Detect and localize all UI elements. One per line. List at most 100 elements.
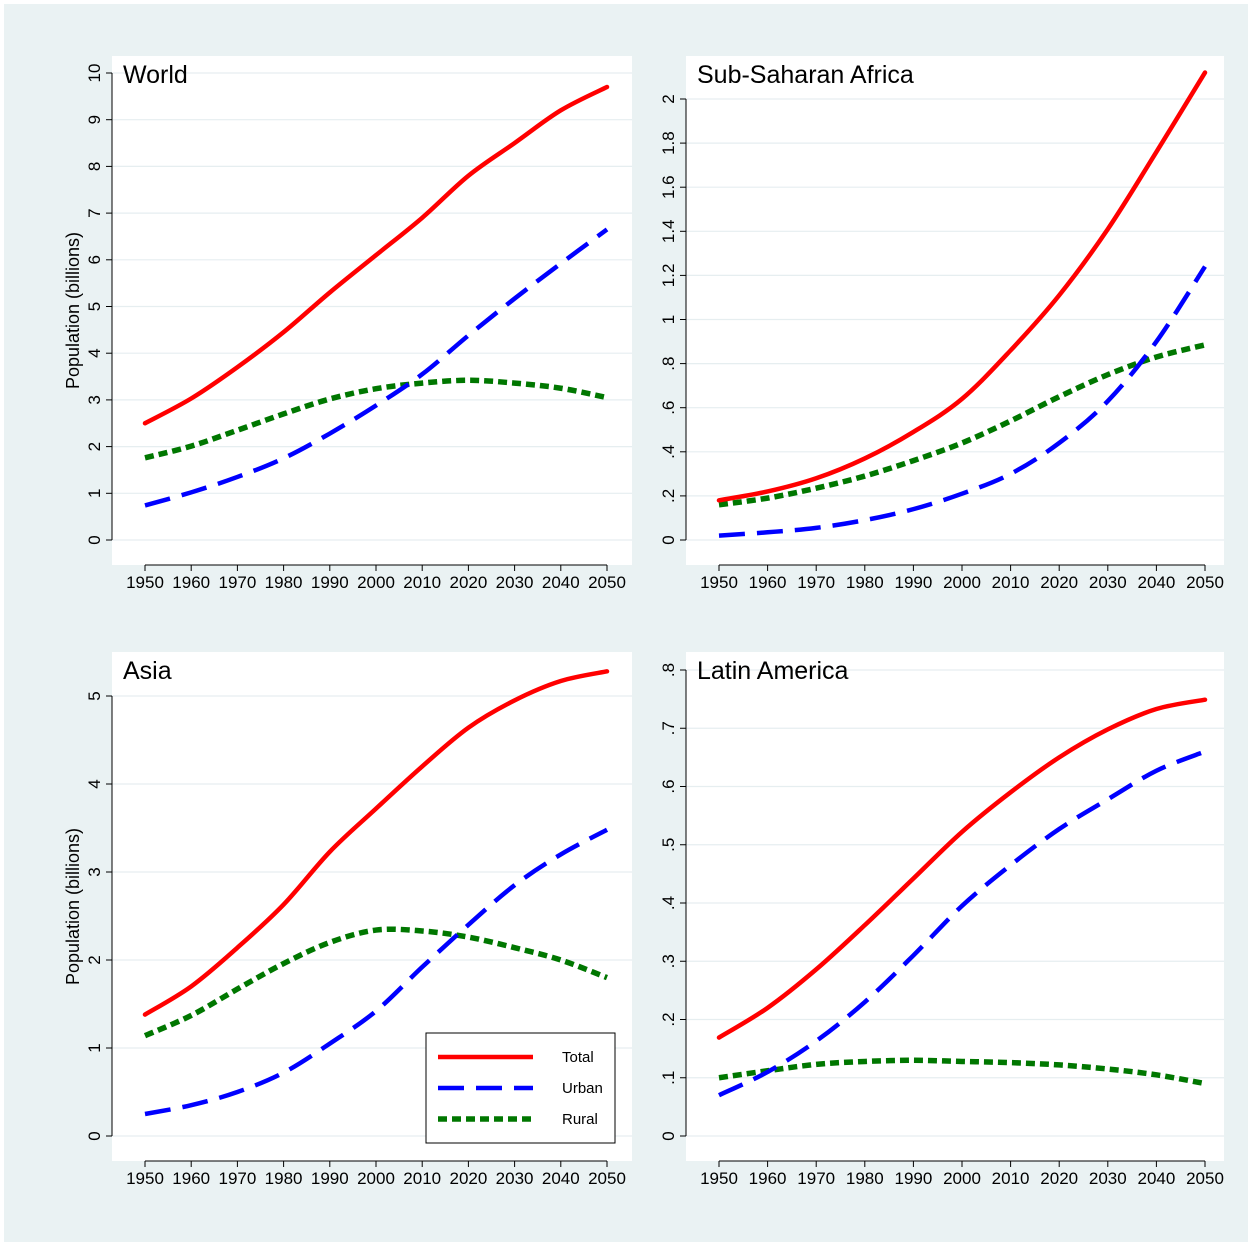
- y-tick-label: 3: [85, 395, 104, 404]
- plot-area: [686, 652, 1224, 1161]
- series-line-rural: [143, 926, 608, 1039]
- x-tick-label: 2020: [449, 573, 487, 592]
- plot-area: [112, 56, 632, 565]
- series-line-urban: [144, 827, 609, 1117]
- x-tick-label: 1960: [749, 1169, 787, 1188]
- series-line-urban: [718, 265, 1207, 538]
- y-tick-label: 0: [85, 535, 104, 544]
- y-tick-label: 5: [85, 691, 104, 700]
- panel-title: Latin America: [697, 657, 849, 685]
- y-tick-label: 2: [85, 955, 104, 964]
- x-tick-label: 1950: [700, 573, 738, 592]
- y-tick-label: .6: [659, 401, 678, 415]
- x-tick-label: 1980: [846, 1169, 884, 1188]
- y-tick-label: 4: [85, 779, 104, 788]
- y-tick-label: .3: [659, 954, 678, 968]
- series-line-total: [716, 70, 1208, 503]
- y-tick-label: .4: [659, 896, 678, 910]
- series-line-total: [142, 669, 610, 1017]
- y-tick-label: 5: [85, 302, 104, 311]
- y-tick-label: .8: [659, 663, 678, 677]
- figure-background: 0 1 2 3 4 5 6 7 8 9 10 1950 1960 1970 1980 1990 2000 2010…: [4, 4, 1248, 1242]
- series-line-rural: [144, 377, 608, 461]
- y-tick-label: 1: [85, 1043, 104, 1052]
- y-tick-label: 1: [659, 315, 678, 324]
- y-tick-label: 9: [85, 115, 104, 124]
- x-tick-label: 2040: [1137, 1169, 1175, 1188]
- x-tick-label: 1990: [311, 1169, 349, 1188]
- y-tick-label: .4: [659, 445, 678, 459]
- x-tick-label: 2050: [588, 1169, 626, 1188]
- y-axis-title: Population (billions): [63, 232, 83, 389]
- y-tick-label: .5: [659, 838, 678, 852]
- x-tick-label: 1950: [126, 573, 164, 592]
- x-tick-label: 2030: [1089, 1169, 1127, 1188]
- series-line-rural: [718, 1057, 1206, 1087]
- y-tick-label: .6: [659, 779, 678, 793]
- y-tick-label: 3: [85, 867, 104, 876]
- x-tick-label: 1980: [265, 573, 303, 592]
- legend-label-total: Total: [562, 1049, 594, 1066]
- x-tick-label: 2050: [1186, 573, 1224, 592]
- legend: Total Urban Rural: [425, 1032, 616, 1144]
- x-tick-label: 1960: [172, 1169, 210, 1188]
- x-tick-label: 2030: [1089, 573, 1127, 592]
- panel-title: World: [123, 61, 188, 89]
- y-tick-label: .8: [659, 357, 678, 371]
- x-tick-label: 2000: [357, 1169, 395, 1188]
- y-tick-label: .2: [659, 1012, 678, 1026]
- y-tick-label: 0: [659, 1131, 678, 1140]
- x-tick-label: 1980: [846, 573, 884, 592]
- x-tick-label: 2050: [588, 573, 626, 592]
- x-tick-label: 1990: [311, 573, 349, 592]
- x-tick-label: 2020: [449, 1169, 487, 1188]
- x-tick-label: 1950: [700, 1169, 738, 1188]
- series-line-urban: [718, 749, 1206, 1098]
- x-tick-label: 1970: [797, 1169, 835, 1188]
- series-line-total: [142, 84, 610, 426]
- y-tick-label: 4: [85, 348, 104, 357]
- x-tick-label: 1960: [749, 573, 787, 592]
- y-tick-label: 0: [85, 1131, 104, 1140]
- series-line-urban: [144, 227, 609, 508]
- plot-area: [686, 56, 1224, 565]
- y-tick-label: 1.8: [659, 131, 678, 155]
- chart-panel-2: 0 .2 .4 .6 .8 1 1.2 1.4 1.6 1.8 2 1950 1960 1970 1980 1…: [659, 56, 1224, 592]
- series-line-rural: [718, 342, 1206, 508]
- legend-label-rural: Rural: [562, 1111, 598, 1128]
- x-tick-label: 2020: [1040, 573, 1078, 592]
- x-tick-label: 2040: [542, 1169, 580, 1188]
- x-tick-label: 1990: [894, 573, 932, 592]
- chart-panel-1: 0 1 2 3 4 5 6 7 8 9 10 1950 1960 1970 1980 1990 2000 2010…: [63, 56, 632, 592]
- x-tick-label: 2020: [1040, 1169, 1078, 1188]
- y-tick-label: 0: [659, 535, 678, 544]
- x-tick-label: 2030: [496, 1169, 534, 1188]
- y-axis-title: Population (billions): [63, 828, 83, 985]
- y-tick-label: 10: [85, 64, 104, 83]
- y-tick-label: 7: [85, 208, 104, 217]
- x-tick-label: 2010: [403, 1169, 441, 1188]
- y-tick-label: .1: [659, 1071, 678, 1085]
- y-tick-label: .7: [659, 721, 678, 735]
- x-tick-label: 2010: [403, 573, 441, 592]
- y-tick-label: 6: [85, 255, 104, 264]
- y-tick-label: 8: [85, 162, 104, 171]
- x-tick-label: 1980: [265, 1169, 303, 1188]
- panel-title: Asia: [123, 657, 172, 685]
- x-tick-label: 1970: [218, 1169, 256, 1188]
- series-line-total: [716, 697, 1208, 1040]
- y-tick-label: 2: [659, 94, 678, 103]
- x-tick-label: 2000: [943, 1169, 981, 1188]
- y-tick-label: 1: [85, 489, 104, 498]
- x-tick-label: 2000: [943, 573, 981, 592]
- y-tick-label: 1.2: [659, 264, 678, 288]
- x-tick-label: 1990: [894, 1169, 932, 1188]
- chart-panel-3: 0 1 2 3 4 5 1950 1960 1970 1980 1990 2000 2010 2020 20…: [63, 652, 632, 1188]
- x-tick-label: 2000: [357, 573, 395, 592]
- x-tick-label: 1970: [218, 573, 256, 592]
- x-tick-label: 2040: [542, 573, 580, 592]
- x-tick-label: 2010: [992, 573, 1030, 592]
- x-tick-label: 1950: [126, 1169, 164, 1188]
- y-tick-label: 2: [85, 442, 104, 451]
